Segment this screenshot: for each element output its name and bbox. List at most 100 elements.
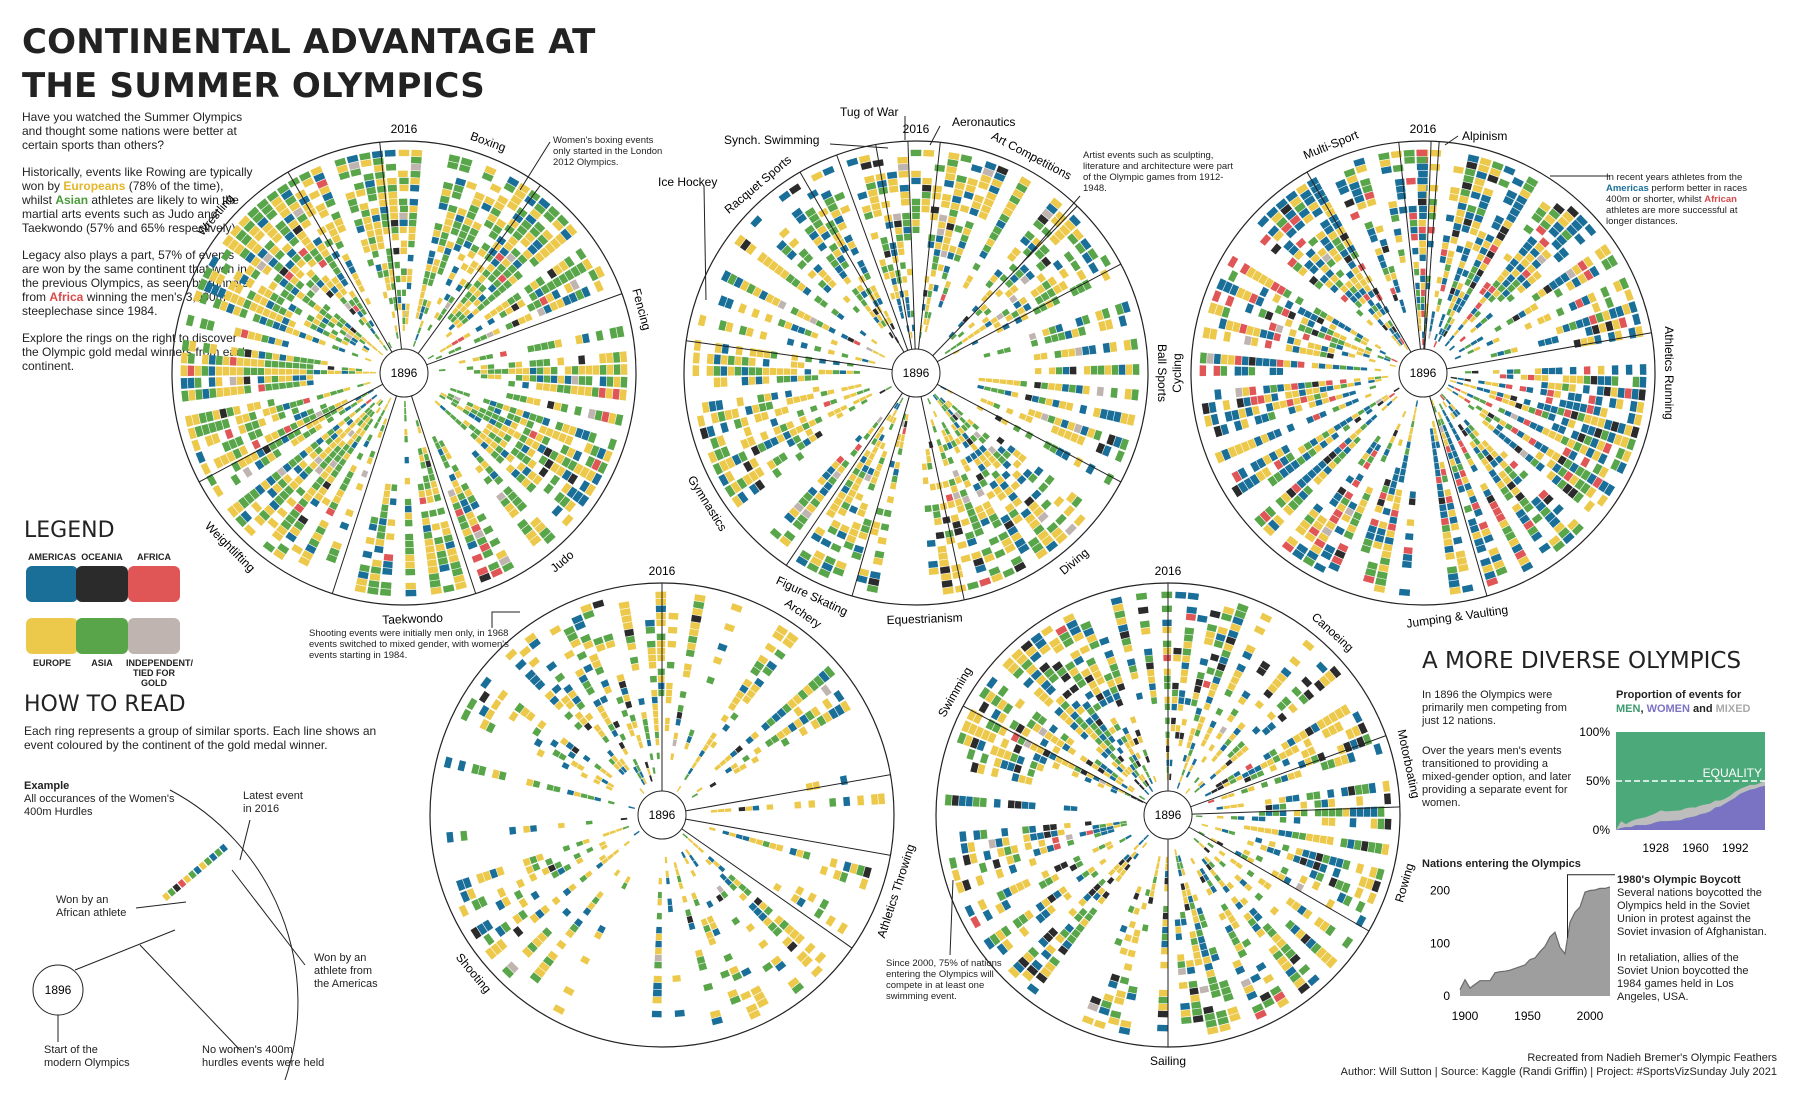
event-cell: [1448, 193, 1459, 202]
event-cell: [1207, 302, 1218, 315]
event-cell: [1611, 319, 1621, 330]
event-cell: [977, 384, 985, 390]
event-cell: [522, 857, 531, 867]
event-cell: [487, 284, 497, 293]
event-cell: [510, 247, 521, 258]
event-cell: [733, 276, 744, 289]
event-cell: [888, 185, 899, 193]
event-cell: [1419, 240, 1426, 248]
event-cell: [1448, 509, 1457, 517]
event-cell: [782, 936, 793, 947]
event-cell: [1258, 308, 1267, 319]
event-cell: [1002, 322, 1010, 331]
event-cell: [653, 717, 659, 725]
event-cell: [1522, 182, 1535, 194]
event-cell: [1279, 810, 1287, 816]
event-cell: [1048, 383, 1055, 391]
event-cell: [350, 401, 358, 408]
event-cell: [1405, 533, 1414, 541]
event-cell: [476, 923, 488, 936]
event-cell: [1169, 759, 1173, 767]
event-cell: [678, 882, 684, 890]
event-cell: [1513, 475, 1523, 486]
event-cell: [813, 263, 823, 274]
event-cell: [1086, 427, 1096, 439]
event-cell: [596, 704, 605, 714]
event-cell: [796, 310, 806, 319]
event-cell: [779, 423, 788, 433]
event-cell: [567, 689, 578, 700]
event-cell: [551, 430, 561, 440]
event-cell: [363, 173, 374, 181]
event-cell: [319, 460, 328, 470]
event-cell: [1325, 520, 1336, 531]
event-cell: [804, 942, 816, 954]
event-cell: [1306, 549, 1319, 561]
event-cell: [1566, 224, 1578, 237]
event-cell: [245, 277, 256, 289]
event-cell: [1342, 807, 1350, 817]
event-cell: [1000, 514, 1011, 524]
event-cell: [529, 535, 542, 547]
event-cell: [1555, 383, 1562, 391]
event-cell: [227, 238, 240, 251]
event-cell: [546, 661, 558, 672]
event-cell: [239, 274, 250, 285]
event-cell: [793, 706, 804, 717]
event-cell: [1504, 465, 1513, 475]
event-cell: [359, 412, 366, 419]
event-cell: [204, 435, 214, 447]
africa-word: Africa: [49, 290, 84, 304]
event-cell: [1264, 340, 1273, 349]
event-cell: [289, 508, 301, 519]
event-cell: [1068, 384, 1076, 393]
event-cell: [1327, 724, 1338, 736]
event-cell: [582, 258, 593, 271]
event-cell: [490, 698, 502, 711]
event-cell: [339, 431, 347, 440]
event-cell: [308, 537, 320, 548]
event-cell: [419, 320, 424, 328]
event-cell: [260, 479, 271, 491]
event-cell: [895, 234, 904, 242]
event-cell: [1102, 445, 1112, 457]
intro-p1: Have you watched the Summer Olympics and…: [22, 110, 243, 152]
event-cell: [1210, 413, 1220, 426]
event-cell: [574, 711, 584, 721]
event-cell: [779, 535, 792, 548]
event-cell: [978, 324, 987, 332]
event-cell: [273, 261, 284, 273]
event-cell: [751, 404, 760, 414]
event-cell: [1544, 214, 1556, 225]
event-cell: [232, 501, 244, 514]
event-cell: [203, 281, 214, 294]
event-cell: [894, 291, 900, 299]
event-cell: [947, 456, 954, 465]
event-cell: [300, 219, 312, 230]
event-cell: [1457, 324, 1464, 331]
event-cell: [410, 170, 421, 178]
event-cell: [354, 584, 367, 593]
event-cell: [933, 511, 941, 519]
event-cell: [690, 869, 697, 877]
event-cell: [1052, 284, 1063, 295]
event-cell: [1384, 536, 1394, 545]
event-cell: [858, 531, 868, 541]
event-cell: [1284, 463, 1295, 474]
event-cell: [276, 524, 288, 536]
event-cell: [966, 537, 978, 547]
event-cell: [471, 523, 482, 533]
event-cell: [1069, 366, 1077, 375]
event-cell: [907, 310, 911, 318]
event-cell: [1292, 548, 1305, 561]
event-cell: [1029, 518, 1041, 530]
event-cell: [596, 447, 607, 460]
event-cell: [1401, 410, 1407, 418]
event-cell: [1255, 357, 1263, 366]
event-cell: [871, 793, 879, 805]
event-cell: [307, 358, 314, 364]
event-cell: [364, 357, 372, 362]
event-cell: [1097, 365, 1105, 375]
event-cell: [1328, 460, 1337, 470]
event-cell: [1040, 291, 1050, 302]
